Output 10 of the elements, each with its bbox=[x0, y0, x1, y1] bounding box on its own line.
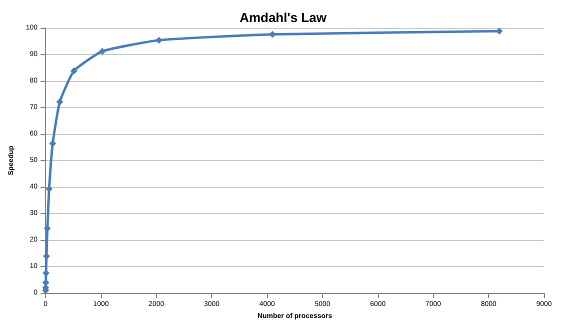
point bbox=[496, 28, 503, 35]
chart-title: Amdahl's Law bbox=[240, 10, 328, 25]
point bbox=[42, 270, 50, 277]
point bbox=[98, 48, 106, 55]
point bbox=[156, 36, 162, 44]
point bbox=[268, 30, 276, 38]
point bbox=[56, 98, 64, 106]
point bbox=[44, 224, 51, 232]
point bbox=[70, 67, 78, 74]
point bbox=[49, 140, 56, 148]
